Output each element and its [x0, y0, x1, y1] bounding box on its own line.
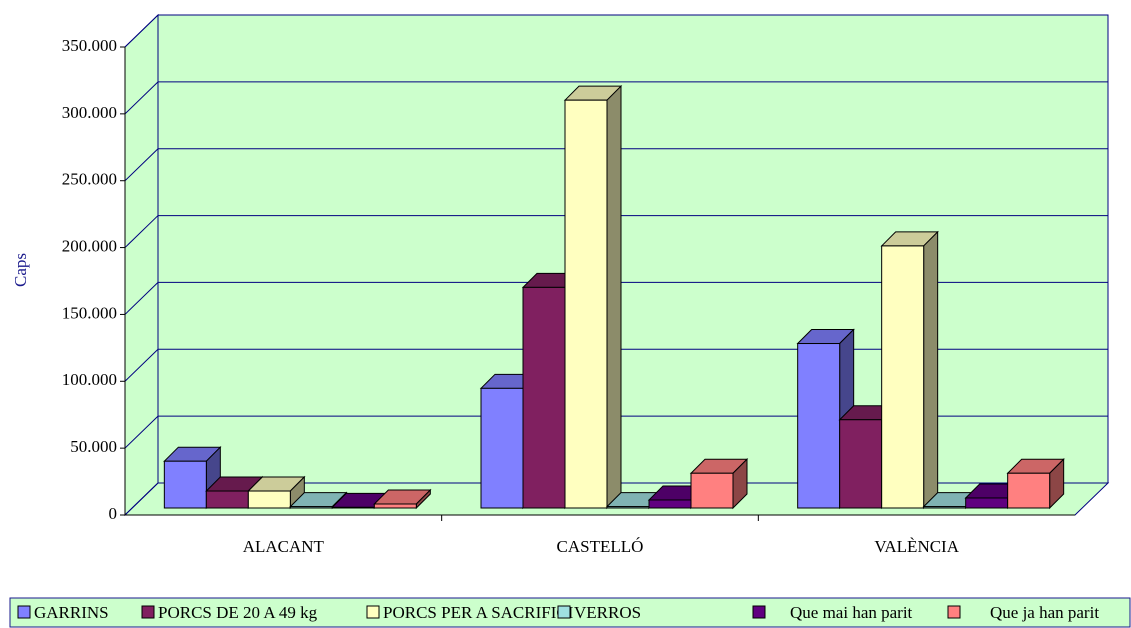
legend-label: Que mai han parit	[790, 603, 913, 622]
bar-front	[331, 506, 375, 509]
bar	[880, 230, 939, 510]
grid-line	[124, 482, 1108, 516]
bar-front	[564, 99, 608, 509]
bar	[563, 84, 623, 510]
y-tick-label: 200.000	[62, 236, 117, 255]
legend-label: VERROS	[574, 603, 641, 622]
legend-label: Que ja han parit	[990, 603, 1099, 622]
legend-swatch	[947, 605, 961, 619]
legend-swatch	[557, 605, 571, 619]
grid-line	[124, 348, 1108, 382]
bar-front	[606, 506, 650, 509]
bar-front	[881, 245, 925, 509]
bar-front	[797, 343, 841, 509]
x-tick-label: ALACANT	[243, 537, 325, 556]
legend-swatch	[141, 605, 155, 619]
bar-front	[480, 387, 524, 509]
legend-label: PORCS PER A SACRIFICI	[383, 603, 574, 622]
y-tick-label: 350.000	[62, 36, 117, 55]
grid-line	[124, 14, 1108, 48]
bar-front	[247, 490, 291, 509]
bar-front	[690, 472, 734, 509]
bar-front	[839, 419, 883, 509]
bar-front	[1007, 472, 1051, 509]
bar	[247, 475, 306, 510]
y-tick-label: 0	[109, 504, 118, 523]
legend-swatch	[366, 605, 380, 619]
bar-front	[163, 460, 207, 509]
y-tick-label: 250.000	[62, 170, 117, 189]
grid-line	[124, 281, 1108, 315]
bar	[1006, 458, 1065, 510]
bar	[689, 458, 749, 510]
grid-line	[124, 81, 1108, 115]
grid-line	[124, 215, 1108, 248]
legend-swatch	[17, 605, 31, 619]
bar-side	[923, 230, 939, 510]
bar-front	[205, 490, 249, 509]
bar-front	[965, 497, 1009, 509]
bar-front	[289, 506, 333, 509]
y-tick-label: 50.000	[70, 437, 117, 456]
bar-front	[373, 503, 417, 509]
legend-swatch	[752, 605, 766, 619]
y-axis-label: Caps	[11, 253, 30, 287]
bar-side	[606, 84, 622, 510]
legend-label: PORCS DE 20 A 49 kg	[158, 603, 318, 622]
side-wall	[124, 13, 159, 517]
bar-front	[923, 506, 967, 509]
grid-line	[124, 148, 1108, 182]
back-wall	[157, 14, 1109, 484]
grid-line	[124, 415, 1108, 449]
x-tick-label: CASTELLÓ	[557, 537, 644, 556]
y-tick-label: 150.000	[62, 303, 117, 322]
y-tick-label: 300.000	[62, 103, 117, 122]
y-tick-label: 100.000	[62, 370, 117, 389]
bar-front	[648, 499, 692, 509]
x-tick-label: VALÈNCIA	[874, 537, 959, 556]
legend-label: GARRINS	[34, 603, 109, 622]
bar-front	[522, 286, 566, 509]
bar	[373, 488, 432, 510]
